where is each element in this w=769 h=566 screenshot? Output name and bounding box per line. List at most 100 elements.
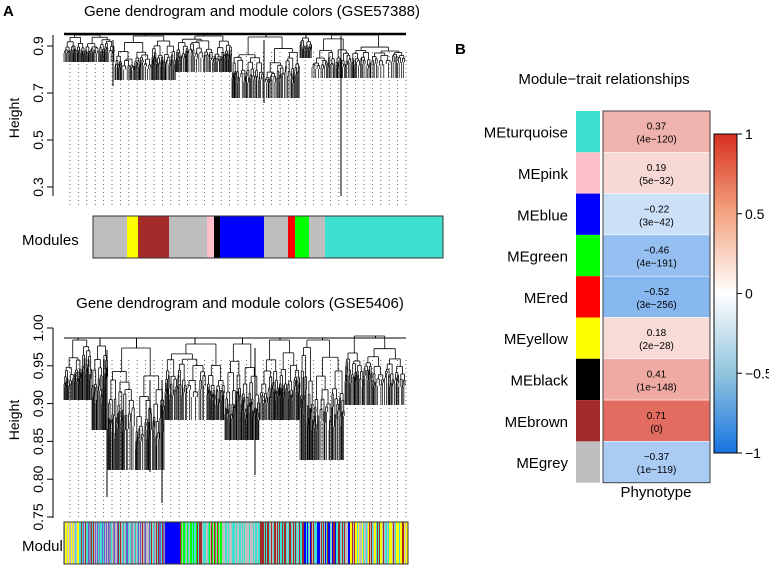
- y-tick-label: 0.5: [30, 130, 46, 150]
- module-stripe: [242, 522, 244, 564]
- module-stripe: [299, 522, 301, 564]
- module-stripe: [127, 522, 129, 564]
- module-stripe: [364, 522, 366, 564]
- module-stripe: [321, 522, 323, 564]
- module-stripe: [183, 522, 185, 564]
- module-stripe: [334, 522, 336, 564]
- module-stripe: [126, 522, 128, 564]
- module-stripe: [181, 522, 183, 564]
- module-stripe: [68, 522, 70, 564]
- top-modules-label: Modules: [22, 232, 79, 249]
- correlation-value: 0.19: [647, 163, 667, 174]
- module-stripe: [79, 522, 81, 564]
- module-stripe: [290, 522, 292, 564]
- module-stripe: [122, 522, 124, 564]
- module-stripe: [125, 522, 127, 564]
- module-stripe: [199, 522, 201, 564]
- module-stripe: [95, 522, 97, 564]
- heatmap-cell: [602, 193, 711, 236]
- heatmap-row: MEblack 0.41 (1e−148): [510, 358, 711, 401]
- module-stripe: [216, 522, 218, 564]
- module-stripe: [157, 522, 159, 564]
- module-stripe: [227, 522, 229, 564]
- module-stripe: [303, 522, 305, 564]
- module-stripe: [307, 522, 309, 564]
- module-stripe: [207, 522, 209, 564]
- module-stripe: [101, 522, 103, 564]
- module-stripe: [140, 522, 142, 564]
- module-stripe: [308, 522, 310, 564]
- correlation-value: −0.22: [644, 204, 670, 215]
- module-stripe: [178, 522, 180, 564]
- module-stripe: [251, 522, 253, 564]
- module-stripe: [235, 522, 237, 564]
- module-stripe: [347, 522, 349, 564]
- module-stripe: [172, 522, 174, 564]
- module-label: MEgreen: [507, 249, 568, 266]
- module-stripe: [124, 522, 126, 564]
- legend-tick-label: 0: [745, 286, 753, 302]
- p-value: (5e−32): [639, 176, 674, 187]
- module-stripe: [135, 522, 137, 564]
- module-stripe: [367, 522, 369, 564]
- heatmap-x-axis-label: Phynotype: [621, 484, 692, 501]
- module-stripe: [219, 522, 221, 564]
- module-stripe: [324, 522, 326, 564]
- module-stripe: [197, 522, 199, 564]
- p-value: (1e−148): [636, 382, 676, 393]
- correlation-value: 0.18: [647, 328, 667, 339]
- module-segment: [325, 216, 443, 258]
- module-stripe: [156, 522, 158, 564]
- module-segment: [169, 216, 207, 258]
- panel-a-letter: A: [3, 3, 14, 20]
- module-stripe: [186, 522, 188, 564]
- module-stripe: [246, 522, 248, 564]
- heatmap-row: MEturquoise 0.37 (4e−120): [484, 110, 711, 153]
- module-stripe: [405, 522, 407, 564]
- module-stripe: [280, 522, 282, 564]
- module-stripe: [221, 522, 223, 564]
- module-stripe: [399, 522, 401, 564]
- module-stripe: [297, 522, 299, 564]
- module-stripe: [284, 522, 286, 564]
- module-stripe: [100, 522, 102, 564]
- module-stripe: [247, 522, 249, 564]
- module-stripe: [91, 522, 93, 564]
- p-value: (0): [650, 424, 662, 435]
- module-stripe: [215, 522, 217, 564]
- p-value: (2e−28): [639, 341, 674, 352]
- module-stripe: [315, 522, 317, 564]
- module-stripe: [86, 522, 88, 564]
- module-stripe: [267, 522, 269, 564]
- module-stripe: [133, 522, 135, 564]
- module-label: MEturquoise: [484, 125, 568, 142]
- module-stripe: [103, 522, 105, 564]
- module-stripe: [333, 522, 335, 564]
- module-color-swatch: [576, 400, 600, 442]
- module-stripe: [89, 522, 91, 564]
- module-stripe: [385, 522, 387, 564]
- module-stripe: [283, 522, 285, 564]
- top-module-color-bar: [92, 215, 444, 259]
- module-stripe: [184, 522, 186, 564]
- module-stripe: [331, 522, 333, 564]
- module-label: MEblack: [510, 372, 568, 389]
- module-stripe: [271, 522, 273, 564]
- module-stripe: [166, 522, 168, 564]
- module-stripe: [111, 522, 113, 564]
- module-stripe: [311, 522, 313, 564]
- heatmap-cell: [602, 234, 711, 277]
- module-stripe: [176, 522, 178, 564]
- module-stripe: [226, 522, 228, 564]
- module-stripe: [264, 522, 266, 564]
- module-stripe: [204, 522, 206, 564]
- correlation-color-legend: 1 0.5 0 −0.5 −1: [713, 126, 769, 461]
- heatmap-row: MEgrey −0.37 (1e−119): [516, 441, 711, 483]
- module-stripe: [255, 522, 257, 564]
- module-stripe: [278, 522, 280, 564]
- module-stripe: [360, 522, 362, 564]
- module-stripe: [80, 522, 82, 564]
- module-stripe: [355, 522, 357, 564]
- module-stripe: [381, 522, 383, 564]
- module-stripe: [325, 522, 327, 564]
